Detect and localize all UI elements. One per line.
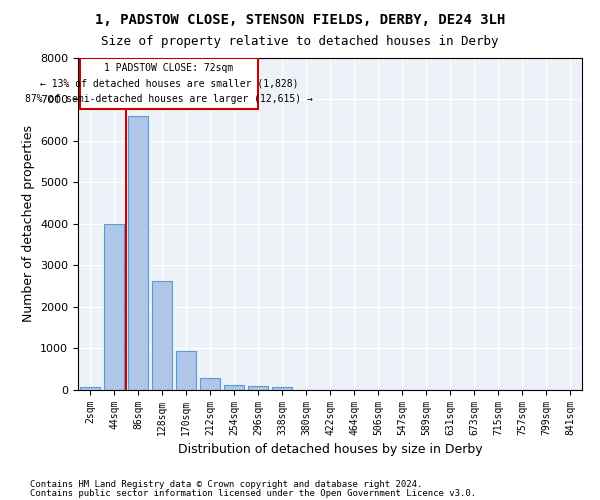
Bar: [272, 387, 292, 390]
Text: Size of property relative to detached houses in Derby: Size of property relative to detached ho…: [101, 35, 499, 48]
Text: 1, PADSTOW CLOSE, STENSON FIELDS, DERBY, DE24 3LH: 1, PADSTOW CLOSE, STENSON FIELDS, DERBY,…: [95, 12, 505, 26]
FancyBboxPatch shape: [80, 58, 258, 110]
Bar: [200, 378, 220, 390]
Text: Contains public sector information licensed under the Open Government Licence v3: Contains public sector information licen…: [30, 489, 476, 498]
Bar: [104, 224, 124, 390]
Text: Contains HM Land Registry data © Crown copyright and database right 2024.: Contains HM Land Registry data © Crown c…: [30, 480, 422, 489]
Bar: [224, 384, 244, 390]
Y-axis label: Number of detached properties: Number of detached properties: [22, 125, 35, 322]
Text: 1 PADSTOW CLOSE: 72sqm
← 13% of detached houses are smaller (1,828)
87% of semi-: 1 PADSTOW CLOSE: 72sqm ← 13% of detached…: [25, 64, 313, 104]
X-axis label: Distribution of detached houses by size in Derby: Distribution of detached houses by size …: [178, 444, 482, 456]
Bar: [152, 281, 172, 390]
Bar: [80, 387, 100, 390]
Bar: [248, 386, 268, 390]
Bar: [176, 350, 196, 390]
Bar: [128, 116, 148, 390]
